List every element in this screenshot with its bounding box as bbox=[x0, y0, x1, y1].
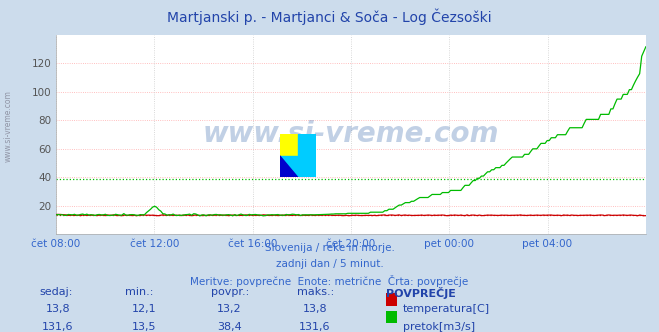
Text: temperatura[C]: temperatura[C] bbox=[403, 304, 490, 314]
Bar bbox=[298, 134, 316, 156]
Text: 38,4: 38,4 bbox=[217, 322, 242, 332]
Text: Slovenija / reke in morje.: Slovenija / reke in morje. bbox=[264, 243, 395, 253]
Bar bbox=[279, 156, 316, 177]
Text: 13,8: 13,8 bbox=[302, 304, 328, 314]
Text: www.si-vreme.com: www.si-vreme.com bbox=[3, 90, 13, 162]
Text: pretok[m3/s]: pretok[m3/s] bbox=[403, 322, 474, 332]
Text: 131,6: 131,6 bbox=[299, 322, 331, 332]
Text: 13,8: 13,8 bbox=[45, 304, 71, 314]
Text: zadnji dan / 5 minut.: zadnji dan / 5 minut. bbox=[275, 259, 384, 269]
Text: 12,1: 12,1 bbox=[131, 304, 156, 314]
Text: maks.:: maks.: bbox=[297, 287, 334, 297]
Bar bbox=[279, 134, 298, 156]
Text: povpr.:: povpr.: bbox=[211, 287, 249, 297]
Text: sedaj:: sedaj: bbox=[40, 287, 73, 297]
Text: www.si-vreme.com: www.si-vreme.com bbox=[203, 121, 499, 148]
Text: Meritve: povprečne  Enote: metrične  Črta: povprečje: Meritve: povprečne Enote: metrične Črta:… bbox=[190, 275, 469, 287]
Text: 13,5: 13,5 bbox=[131, 322, 156, 332]
Text: Martjanski p. - Martjanci & Soča - Log Čezsoški: Martjanski p. - Martjanci & Soča - Log Č… bbox=[167, 8, 492, 25]
Text: POVPREČJE: POVPREČJE bbox=[386, 287, 455, 299]
Text: 131,6: 131,6 bbox=[42, 322, 74, 332]
Polygon shape bbox=[279, 156, 298, 177]
Text: 13,2: 13,2 bbox=[217, 304, 242, 314]
Text: min.:: min.: bbox=[125, 287, 154, 297]
